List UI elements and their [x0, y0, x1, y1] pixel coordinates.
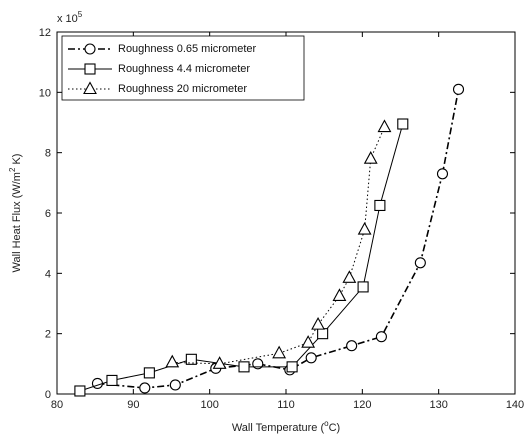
y-multiplier: x 105 — [57, 10, 83, 25]
series-2 — [165, 119, 392, 369]
x-tick-label: 80 — [51, 399, 63, 411]
data-point-2 — [377, 119, 392, 133]
y-axis-label: Wall Heat Flux (W/m2 K) — [8, 154, 23, 273]
data-point-2 — [165, 354, 180, 368]
x-tick-label: 100 — [200, 399, 218, 411]
data-point-1 — [286, 361, 298, 373]
x-tick-label: 110 — [277, 399, 295, 411]
data-point-0 — [436, 168, 449, 180]
x-tick-label: 130 — [429, 399, 447, 411]
data-point-0 — [414, 257, 426, 269]
series-layer — [74, 83, 465, 397]
data-point-0 — [452, 83, 465, 95]
data-point-1 — [357, 281, 369, 293]
y-tick-label: 6 — [45, 208, 51, 220]
data-point-0 — [91, 377, 104, 389]
data-point-2 — [212, 356, 227, 369]
y-tick-label: 10 — [39, 87, 51, 99]
series-line-2 — [172, 126, 385, 365]
data-point-1 — [397, 118, 409, 130]
y-tick-label: 2 — [45, 329, 51, 341]
data-point-1 — [317, 328, 329, 340]
data-point-1 — [74, 385, 86, 397]
data-point-2 — [311, 316, 325, 330]
legend-marker-1 — [84, 63, 96, 75]
data-point-0 — [346, 340, 358, 352]
data-point-2 — [301, 335, 316, 348]
data-point-0 — [169, 379, 181, 391]
legend-label-2: Roughness 20 micrometer — [118, 83, 247, 95]
data-point-2 — [357, 221, 372, 235]
data-point-2 — [363, 151, 378, 164]
data-point-1 — [185, 353, 197, 365]
data-point-1 — [374, 199, 386, 212]
legend-label-0: Roughness 0.65 micrometer — [118, 43, 257, 55]
data-point-1 — [143, 367, 155, 379]
legend-marker-0 — [84, 43, 96, 55]
y-tick-label: 0 — [45, 389, 51, 401]
legend-label-1: Roughness 4.4 micrometer — [118, 63, 250, 75]
x-tick-label: 120 — [353, 399, 371, 411]
legend: Roughness 0.65 micrometer Roughness 4.4 … — [61, 35, 305, 101]
y-tick-label: 4 — [45, 268, 51, 280]
series-line-1 — [79, 123, 404, 392]
axis-ticks: 80 90 100 110 120 130 140 0 2 4 6 8 10 12 — [39, 27, 524, 411]
legend-box — [61, 35, 305, 101]
data-point-2 — [342, 270, 357, 283]
y-tick-label: 12 — [39, 27, 51, 39]
series-0 — [91, 83, 465, 394]
series-1 — [74, 118, 409, 397]
x-tick-label: 90 — [127, 399, 139, 411]
data-point-2 — [332, 288, 347, 302]
data-point-0 — [252, 358, 264, 370]
data-point-0 — [375, 331, 387, 343]
y-tick-label: 8 — [45, 148, 51, 160]
data-point-2 — [272, 345, 287, 359]
series-line-0 — [97, 89, 460, 389]
data-point-0 — [139, 382, 151, 394]
x-tick-label: 140 — [506, 399, 524, 411]
legend-marker-2 — [83, 81, 97, 95]
x-axis-label: Wall Temperature (oC) — [232, 419, 340, 434]
data-point-0 — [305, 352, 317, 364]
data-point-1 — [238, 361, 250, 373]
data-point-1 — [106, 374, 118, 386]
